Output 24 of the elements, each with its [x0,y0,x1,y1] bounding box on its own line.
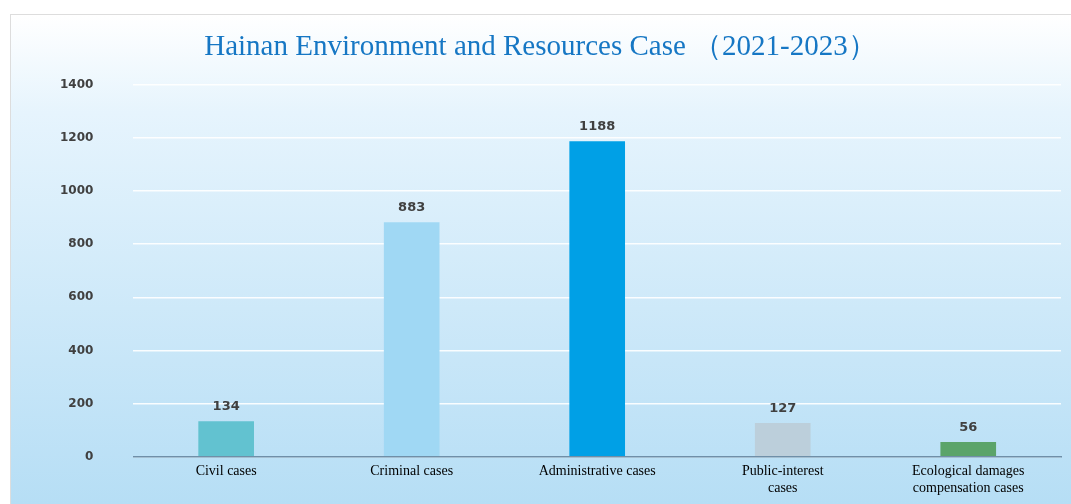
y-tick-label: 1400 [59,76,94,91]
x-tick-label: Civil cases [195,462,257,478]
data-label: 56 [959,418,978,434]
bar [569,141,626,457]
bar [383,222,440,457]
data-label: 134 [212,398,240,414]
x-tick-label: Administrative cases [538,462,656,478]
y-tick-label: 400 [68,342,94,357]
data-label: 1188 [579,118,616,134]
data-label: 127 [769,399,797,415]
chart-title: Hainan Environment and Resources Case （2021-2023） [204,29,877,62]
y-tick-label: 1000 [59,183,94,198]
y-tick-label: 0 [85,448,94,463]
y-tick-label: 1200 [59,130,94,145]
x-tick-label: Public-interest cases [741,462,824,495]
bar [940,441,997,457]
y-tick-label: 200 [68,395,94,410]
data-label: 883 [398,199,426,215]
x-tick-label: Criminal cases [370,462,454,478]
y-tick-label: 800 [68,236,94,251]
y-tick-label: 600 [68,289,94,304]
bar [754,423,811,457]
x-tick-label: Ecological damages compensation cases [912,462,1025,495]
bar [198,421,254,457]
